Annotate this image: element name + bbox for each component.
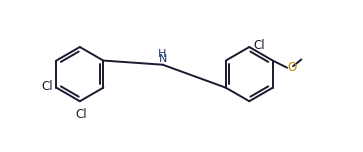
Text: Cl: Cl: [76, 108, 87, 121]
Text: O: O: [287, 61, 297, 74]
Text: Cl: Cl: [41, 80, 53, 93]
Text: H: H: [158, 49, 166, 59]
Text: N: N: [159, 54, 167, 64]
Text: Cl: Cl: [253, 39, 265, 52]
